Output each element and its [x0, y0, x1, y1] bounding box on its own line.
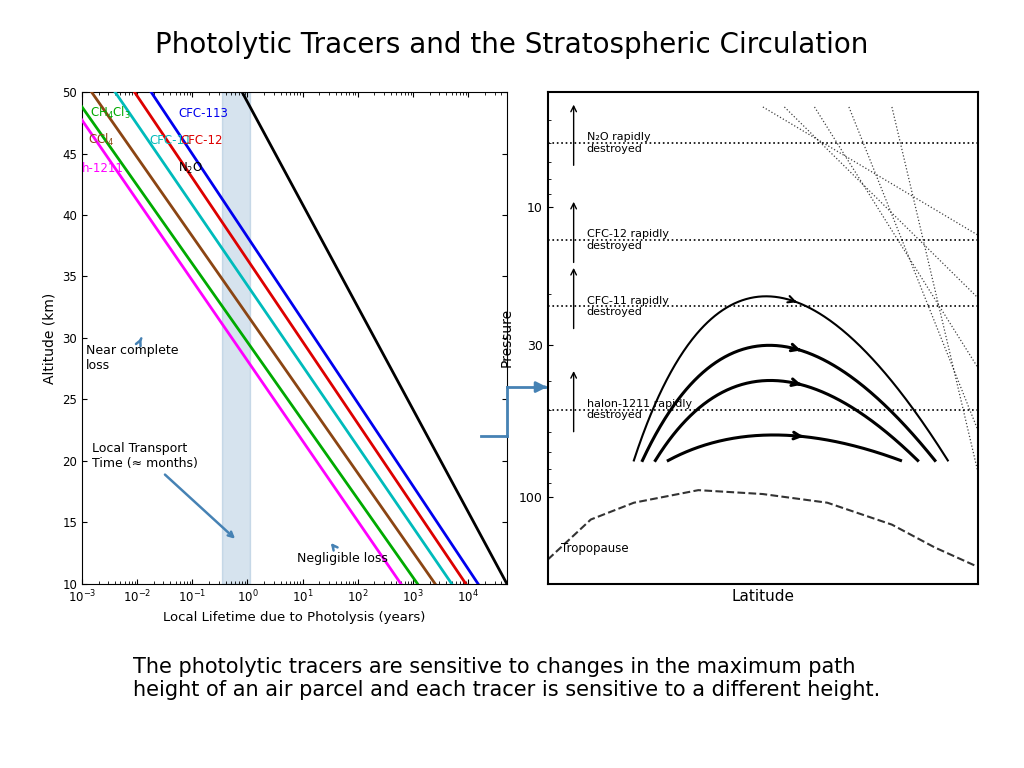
Text: Local Transport
Time (≈ months): Local Transport Time (≈ months)	[91, 442, 233, 537]
Text: CFC-113: CFC-113	[178, 107, 228, 120]
Text: CFC-11 rapidly
destroyed: CFC-11 rapidly destroyed	[587, 296, 669, 317]
X-axis label: Local Lifetime due to Photolysis (years): Local Lifetime due to Photolysis (years)	[163, 611, 426, 624]
Text: CCl$_4$: CCl$_4$	[88, 132, 115, 148]
Text: Near complete
loss: Near complete loss	[86, 339, 179, 372]
Y-axis label: Altitude (km): Altitude (km)	[43, 293, 56, 383]
Text: N$_2$O: N$_2$O	[178, 161, 203, 176]
Y-axis label: Pressure: Pressure	[500, 309, 514, 367]
Text: halon-1211 rapidly
destroyed: halon-1211 rapidly destroyed	[587, 399, 691, 420]
Text: CFC-11: CFC-11	[150, 134, 193, 147]
Bar	[222, 92, 250, 584]
Text: CFC-12 rapidly
destroyed: CFC-12 rapidly destroyed	[587, 230, 669, 251]
X-axis label: Latitude: Latitude	[731, 589, 795, 604]
Text: The photolytic tracers are sensitive to changes in the maximum path
height of an: The photolytic tracers are sensitive to …	[133, 657, 881, 700]
Text: CH$_4$Cl$_3$: CH$_4$Cl$_3$	[90, 104, 131, 121]
Text: h-1211: h-1211	[82, 162, 124, 175]
Text: Photolytic Tracers and the Stratospheric Circulation: Photolytic Tracers and the Stratospheric…	[156, 31, 868, 58]
Text: N₂O rapidly
destroyed: N₂O rapidly destroyed	[587, 132, 650, 154]
Text: CFC-12: CFC-12	[180, 134, 222, 147]
Text: Negligible loss: Negligible loss	[297, 545, 388, 564]
Text: Tropopause: Tropopause	[561, 541, 629, 554]
